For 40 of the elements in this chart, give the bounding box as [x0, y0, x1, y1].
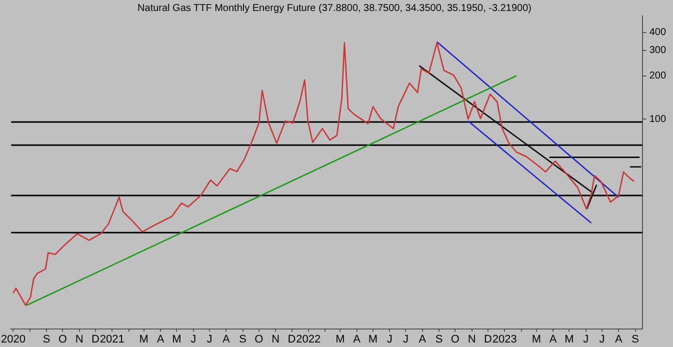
x-tick-label: A — [222, 333, 230, 346]
x-tick-label: J — [599, 333, 605, 346]
x-tick-label: A — [353, 333, 362, 346]
chart-title: Natural Gas TTF Monthly Energy Future (37.8800, 38.7500, 34.3500, 35.1950, -3.21900) — [138, 2, 532, 14]
x-tick-label: 2021 — [100, 333, 124, 346]
x-tick-label: M — [532, 333, 541, 346]
x-tick-label: D — [484, 333, 492, 346]
x-tick-label: J — [402, 333, 408, 346]
x-tick-label: 2023 — [492, 333, 517, 346]
x-tick-label: M — [564, 333, 574, 346]
x-tick-label: O — [58, 333, 68, 346]
x-tick-label: M — [368, 333, 378, 346]
x-tick-label: 2022 — [296, 333, 321, 346]
y-tick-label: 300 — [649, 45, 666, 56]
x-tick-label: S — [435, 333, 443, 346]
x-tick-label: D — [288, 333, 296, 346]
x-tick-label: S — [42, 333, 50, 346]
x-tick-label: 2020 — [0, 333, 26, 346]
x-tick-label: J — [583, 333, 589, 346]
y-tick-label: 400 — [649, 27, 666, 38]
x-tick-label: O — [254, 333, 264, 346]
x-tick-label: M — [336, 333, 345, 346]
x-tick-label: D — [92, 333, 100, 346]
x-tick-label: M — [139, 333, 148, 346]
x-tick-label: A — [614, 333, 623, 346]
x-tick-label: S — [632, 333, 639, 346]
x-tick-label: N — [75, 333, 84, 346]
x-tick-label: N — [468, 333, 476, 346]
x-tick-label: O — [450, 333, 460, 346]
x-tick-label: A — [549, 333, 558, 346]
x-tick-label: J — [190, 333, 196, 346]
x-tick-label: S — [239, 333, 246, 346]
x-tick-label: J — [206, 333, 212, 346]
x-tick-label: A — [418, 333, 427, 346]
x-tick-label: J — [386, 333, 392, 346]
x-tick-label: A — [156, 333, 165, 346]
y-tick-label: 200 — [649, 70, 666, 82]
y-tick-label: 100 — [649, 114, 666, 125]
x-tick-label: M — [172, 333, 182, 346]
x-tick-label: N — [272, 333, 280, 346]
